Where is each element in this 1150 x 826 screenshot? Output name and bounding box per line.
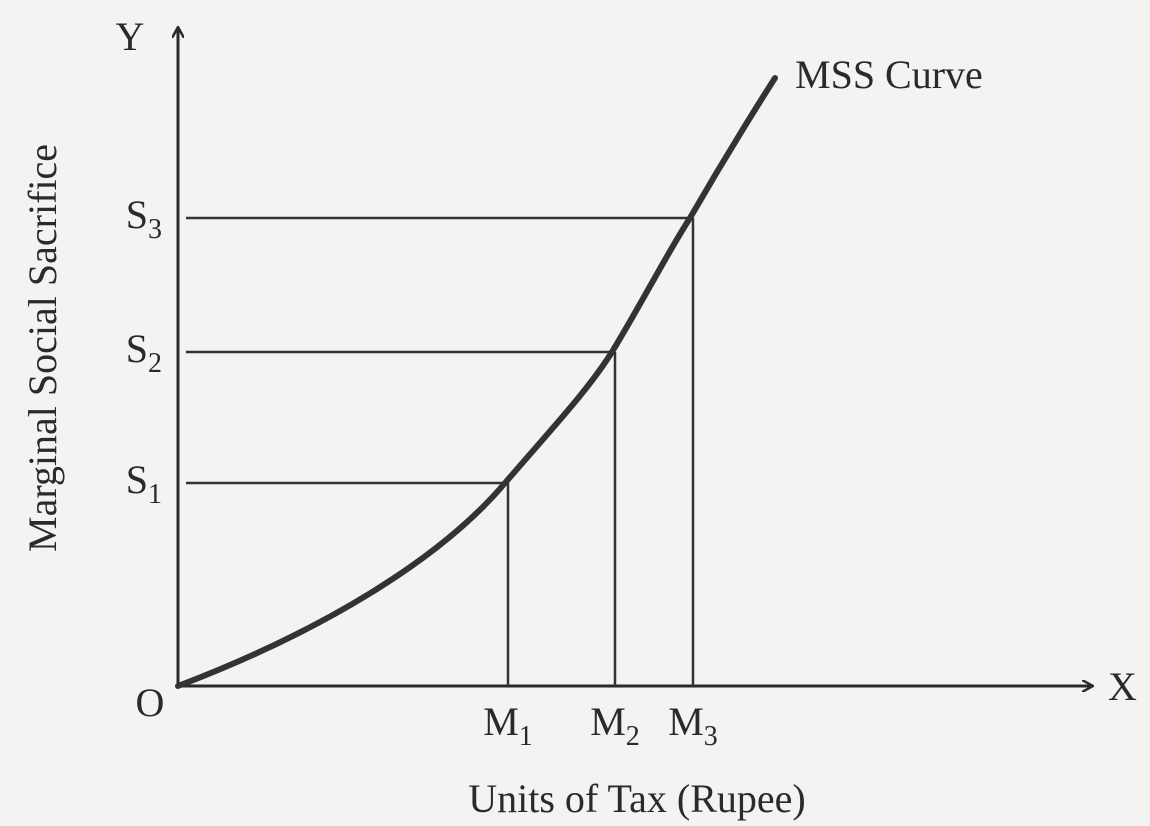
x-axis-label: Units of Tax (Rupee) — [468, 776, 806, 821]
x-level-label-base: M — [483, 699, 519, 744]
x-level-label: M2 — [590, 699, 640, 752]
y-level-label: S1 — [126, 457, 162, 510]
guide-lines — [186, 216, 695, 686]
curve-label: MSS Curve — [795, 52, 983, 97]
x-level-label-sub: 2 — [626, 721, 640, 752]
x-level-label: M1 — [483, 699, 533, 752]
y-level-label-base: S — [126, 457, 148, 502]
y-level-label-sub: 2 — [148, 348, 162, 379]
y-level-label: S3 — [126, 192, 162, 245]
y-level-label-sub: 3 — [148, 214, 162, 245]
y-axis-letter: Y — [116, 14, 145, 59]
y-axis-label: Marginal Social Sacrifice — [20, 144, 65, 552]
x-level-label-sub: 1 — [519, 721, 533, 752]
x-level-label-base: M — [668, 699, 704, 744]
x-level-label: M3 — [668, 699, 718, 752]
x-level-label-sub: 3 — [704, 721, 718, 752]
y-level-label: S2 — [126, 326, 162, 379]
y-level-label-base: S — [126, 192, 148, 237]
y-level-label-sub: 1 — [148, 479, 162, 510]
origin-label: O — [136, 680, 165, 725]
mss-curve — [175, 75, 778, 689]
x-axis-letter: X — [1108, 664, 1137, 709]
y-level-label-base: S — [126, 326, 148, 371]
x-level-label-base: M — [590, 699, 626, 744]
